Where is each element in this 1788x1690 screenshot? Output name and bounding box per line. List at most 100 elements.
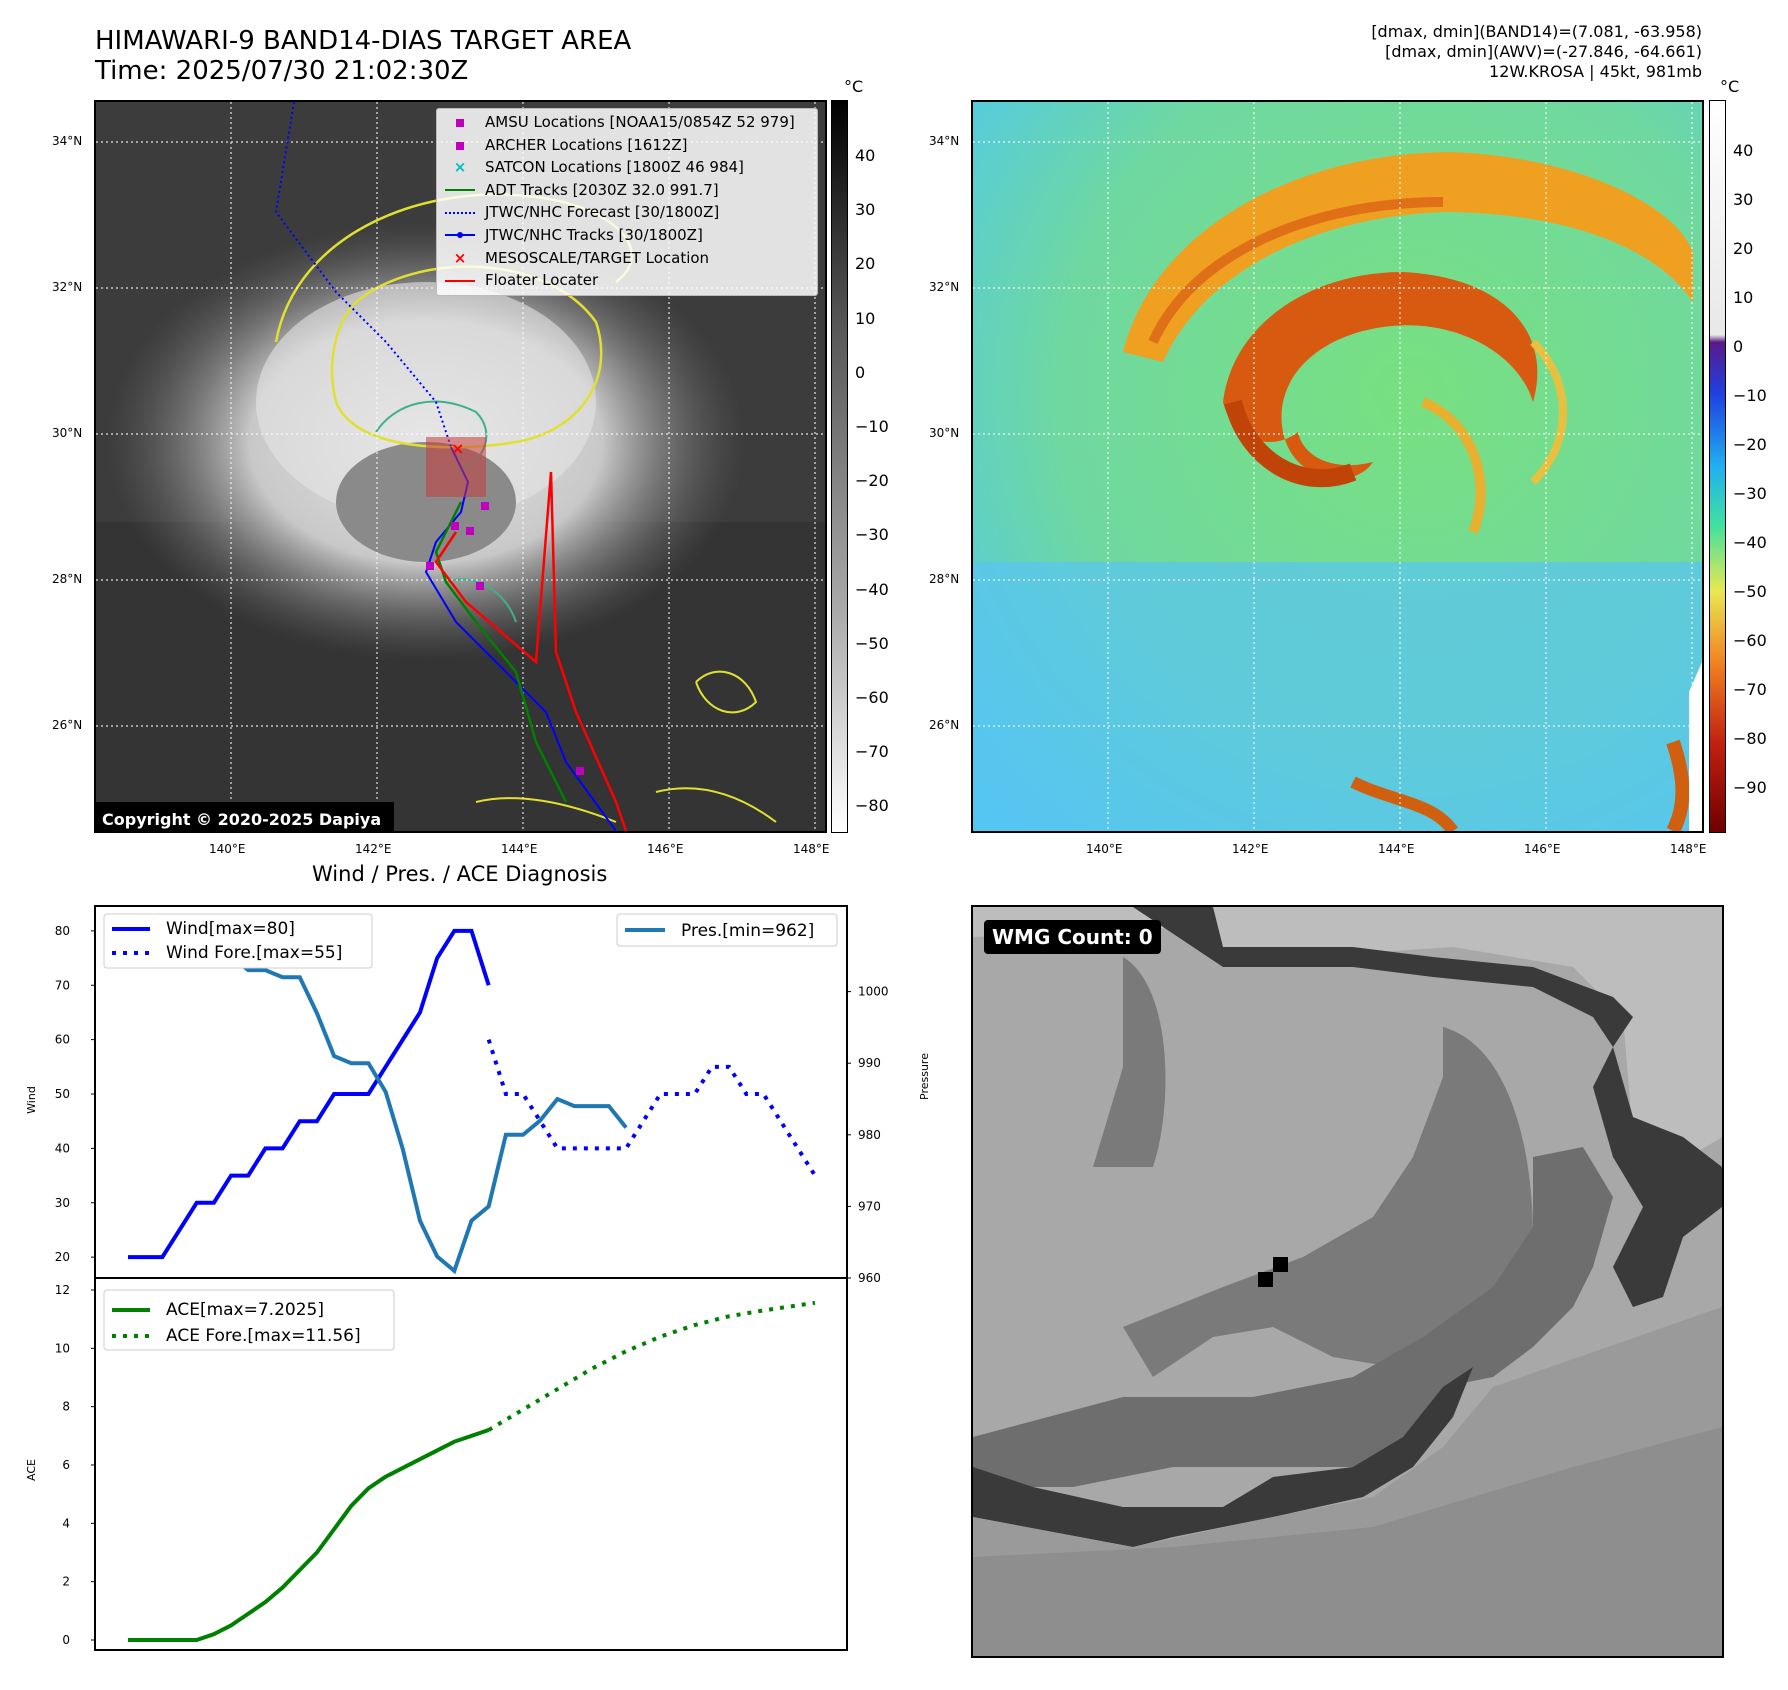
wmg-dark-pixel (1273, 1257, 1288, 1272)
wmg-count-label: WMG Count: 0 (984, 920, 1161, 954)
awv-gridlines (973, 102, 1702, 831)
target-marker: × (451, 439, 464, 458)
awv-colorbar-unit: °C (1720, 77, 1740, 96)
awv-colorbar-tick: −20 (1733, 435, 1767, 454)
legend-swatch: × (453, 248, 467, 267)
inner-spiral-band (1223, 272, 1538, 479)
lat-tick-label: 32°N (929, 280, 960, 294)
wind-ylabel: Wind (25, 1086, 38, 1114)
awv-colorbar-tick: −70 (1733, 680, 1767, 699)
wind-legend-label: Wind Fore.[max=55] (166, 943, 342, 963)
info-line-2: [dmax, dmin](AWV)=(-27.846, -64.661) (1385, 42, 1702, 61)
legend-item: × SATCON Locations [1800Z 46 984] (443, 156, 811, 179)
ir-colorbar-unit: °C (844, 77, 864, 96)
ir-colorbar (831, 100, 848, 833)
lon-tick-label: 142°E (355, 842, 392, 856)
lon-tick-label: 140°E (209, 842, 246, 856)
ace-legend-label: ACE[max=7.2025] (166, 1300, 324, 1320)
awv-colorbar-tick: −30 (1733, 484, 1767, 503)
lon-tick-label: 144°E (1378, 842, 1415, 856)
lat-tick-label: 28°N (52, 572, 83, 586)
awv-colorbar-tick: −60 (1733, 631, 1767, 650)
info-line-3: 12W.KROSA | 45kt, 981mb (1489, 62, 1702, 81)
legend-label: JTWC/NHC Forecast [30/1800Z] (485, 203, 720, 222)
ace-tick-label: 4 (62, 1516, 70, 1530)
wind-legend-label: Wind[max=80] (166, 919, 295, 939)
ir-colorbar-tick: −40 (855, 579, 889, 599)
ace-tick-label: 12 (55, 1283, 70, 1297)
wind-tick-label: 50 (55, 1087, 70, 1101)
pressure-legend-box (616, 913, 838, 947)
awv-colorbar-tick: −90 (1733, 778, 1767, 797)
ace-tick-label: 0 (62, 1633, 70, 1647)
lat-tick-label: 32°N (52, 280, 83, 294)
ir-colorbar-tick: 20 (855, 254, 876, 274)
ace-tick-label: 6 (62, 1458, 70, 1472)
awv-colorbar-tick: 20 (1733, 239, 1754, 258)
legend-label: SATCON Locations [1800Z 46 984] (485, 158, 744, 177)
legend-item: JTWC/NHC Tracks [30/1800Z] (443, 224, 811, 247)
legend-swatch (443, 179, 477, 202)
legend-label: ADT Tracks [2030Z 32.0 991.7] (485, 180, 719, 199)
lon-tick-label: 146°E (647, 842, 684, 856)
info-line-1: [dmax, dmin](BAND14)=(7.081, -63.958) (1371, 22, 1702, 41)
wind-tick-label: 60 (55, 1033, 70, 1047)
lon-tick-label: 146°E (1524, 842, 1561, 856)
lon-tick-label: 148°E (1670, 842, 1707, 856)
pressure-legend-label: Pres.[min=962] (681, 921, 814, 941)
figure-title: HIMAWARI-9 BAND14-DIAS TARGET AREA Time:… (95, 26, 631, 86)
wind-tick-label: 40 (55, 1141, 70, 1155)
lat-tick-label: 28°N (929, 572, 960, 586)
wind-legend-box (103, 913, 373, 969)
target-area-box (426, 437, 486, 497)
pressure-axis-label: Pressure (918, 1053, 931, 1100)
copyright-text: Copyright © 2020-2025 Dapiya (96, 808, 388, 831)
awv-colorbar-tick: −80 (1733, 729, 1767, 748)
ir-colorbar-tick: 40 (855, 146, 876, 165)
lat-tick-label: 34°N (929, 134, 960, 148)
lon-tick-label: 144°E (501, 842, 538, 856)
floater-locater-track (434, 471, 628, 831)
ir-colorbar-tick: −80 (855, 796, 889, 816)
legend-item: ARCHER Locations [1612Z] (443, 134, 811, 157)
title-line-2: Time: 2025/07/30 21:02:30Z (95, 56, 469, 86)
lat-tick-label: 30°N (52, 426, 83, 440)
wind-tick-label: 80 (55, 924, 70, 938)
awv-colorbar (1709, 100, 1726, 833)
pressure-tick-label: 960 (858, 1271, 881, 1285)
lon-tick-label: 148°E (793, 842, 830, 856)
ace-legend-box (103, 1289, 395, 1351)
pressure-tick-label: 990 (858, 1056, 881, 1070)
pressure-tick-label: 980 (858, 1128, 881, 1142)
awv-colorbar-tick: −10 (1733, 386, 1767, 405)
wind-tick-label: 30 (55, 1196, 70, 1210)
awv-colorbar-tick: 10 (1733, 288, 1754, 307)
diagnosis-title: Wind / Pres. / ACE Diagnosis (312, 862, 608, 886)
awv-colorbar-tick: −50 (1733, 582, 1767, 601)
lon-tick-label: 142°E (1232, 842, 1269, 856)
lat-tick-label: 30°N (929, 426, 960, 440)
awv-colorbar-tick: 40 (1733, 141, 1754, 160)
ir-colorbar-tick: −10 (855, 417, 889, 436)
wp-series-line (128, 932, 628, 1275)
wmg-panel (971, 905, 1724, 1658)
intensity-info: [dmax, dmin](BAND14)=(7.081, -63.958) [d… (1371, 22, 1702, 82)
legend-swatch (443, 269, 477, 292)
map-legend: AMSU Locations [NOAA15/0854Z 52 979] ARCH… (436, 108, 818, 296)
ir-colorbar-tick: 10 (855, 308, 876, 328)
legend-label: AMSU Locations [NOAA15/0854Z 52 979] (485, 113, 795, 131)
legend-label: ARCHER Locations [1612Z] (485, 135, 688, 154)
awv-map-panel (971, 100, 1704, 833)
legend-swatch: × (453, 158, 467, 177)
adt-track (434, 501, 568, 803)
pressure-tick-label: 970 (858, 1199, 881, 1213)
lon-tick-label: 140°E (1086, 842, 1123, 856)
awv-map-image (973, 102, 1702, 831)
pressure-tick-label: 1000 (858, 985, 889, 999)
ace-tick-label: 2 (62, 1575, 70, 1589)
lat-tick-label: 34°N (52, 134, 83, 148)
title-line-1: HIMAWARI-9 BAND14-DIAS TARGET AREA (95, 26, 632, 56)
legend-item: AMSU Locations [NOAA15/0854Z 52 979] (443, 111, 811, 134)
lat-tick-label: 26°N (929, 718, 960, 732)
legend-label: MESOSCALE/TARGET Location (485, 248, 710, 267)
